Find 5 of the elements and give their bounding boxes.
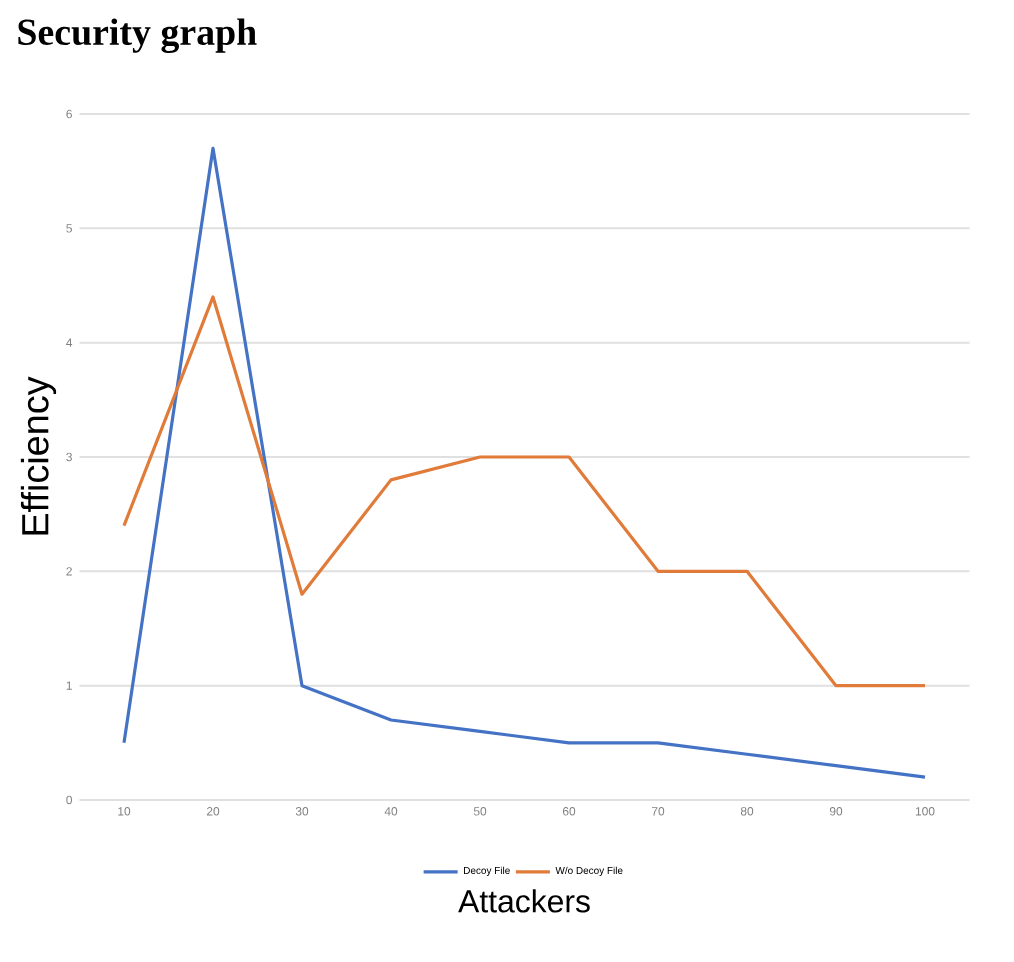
y-axis-title: Efficiency: [20, 376, 57, 535]
line-series: [122, 146, 927, 779]
x-axis-title: Attackers: [458, 889, 590, 913]
chart-title: Security graph: [18, 18, 257, 53]
line-series: [122, 295, 927, 688]
